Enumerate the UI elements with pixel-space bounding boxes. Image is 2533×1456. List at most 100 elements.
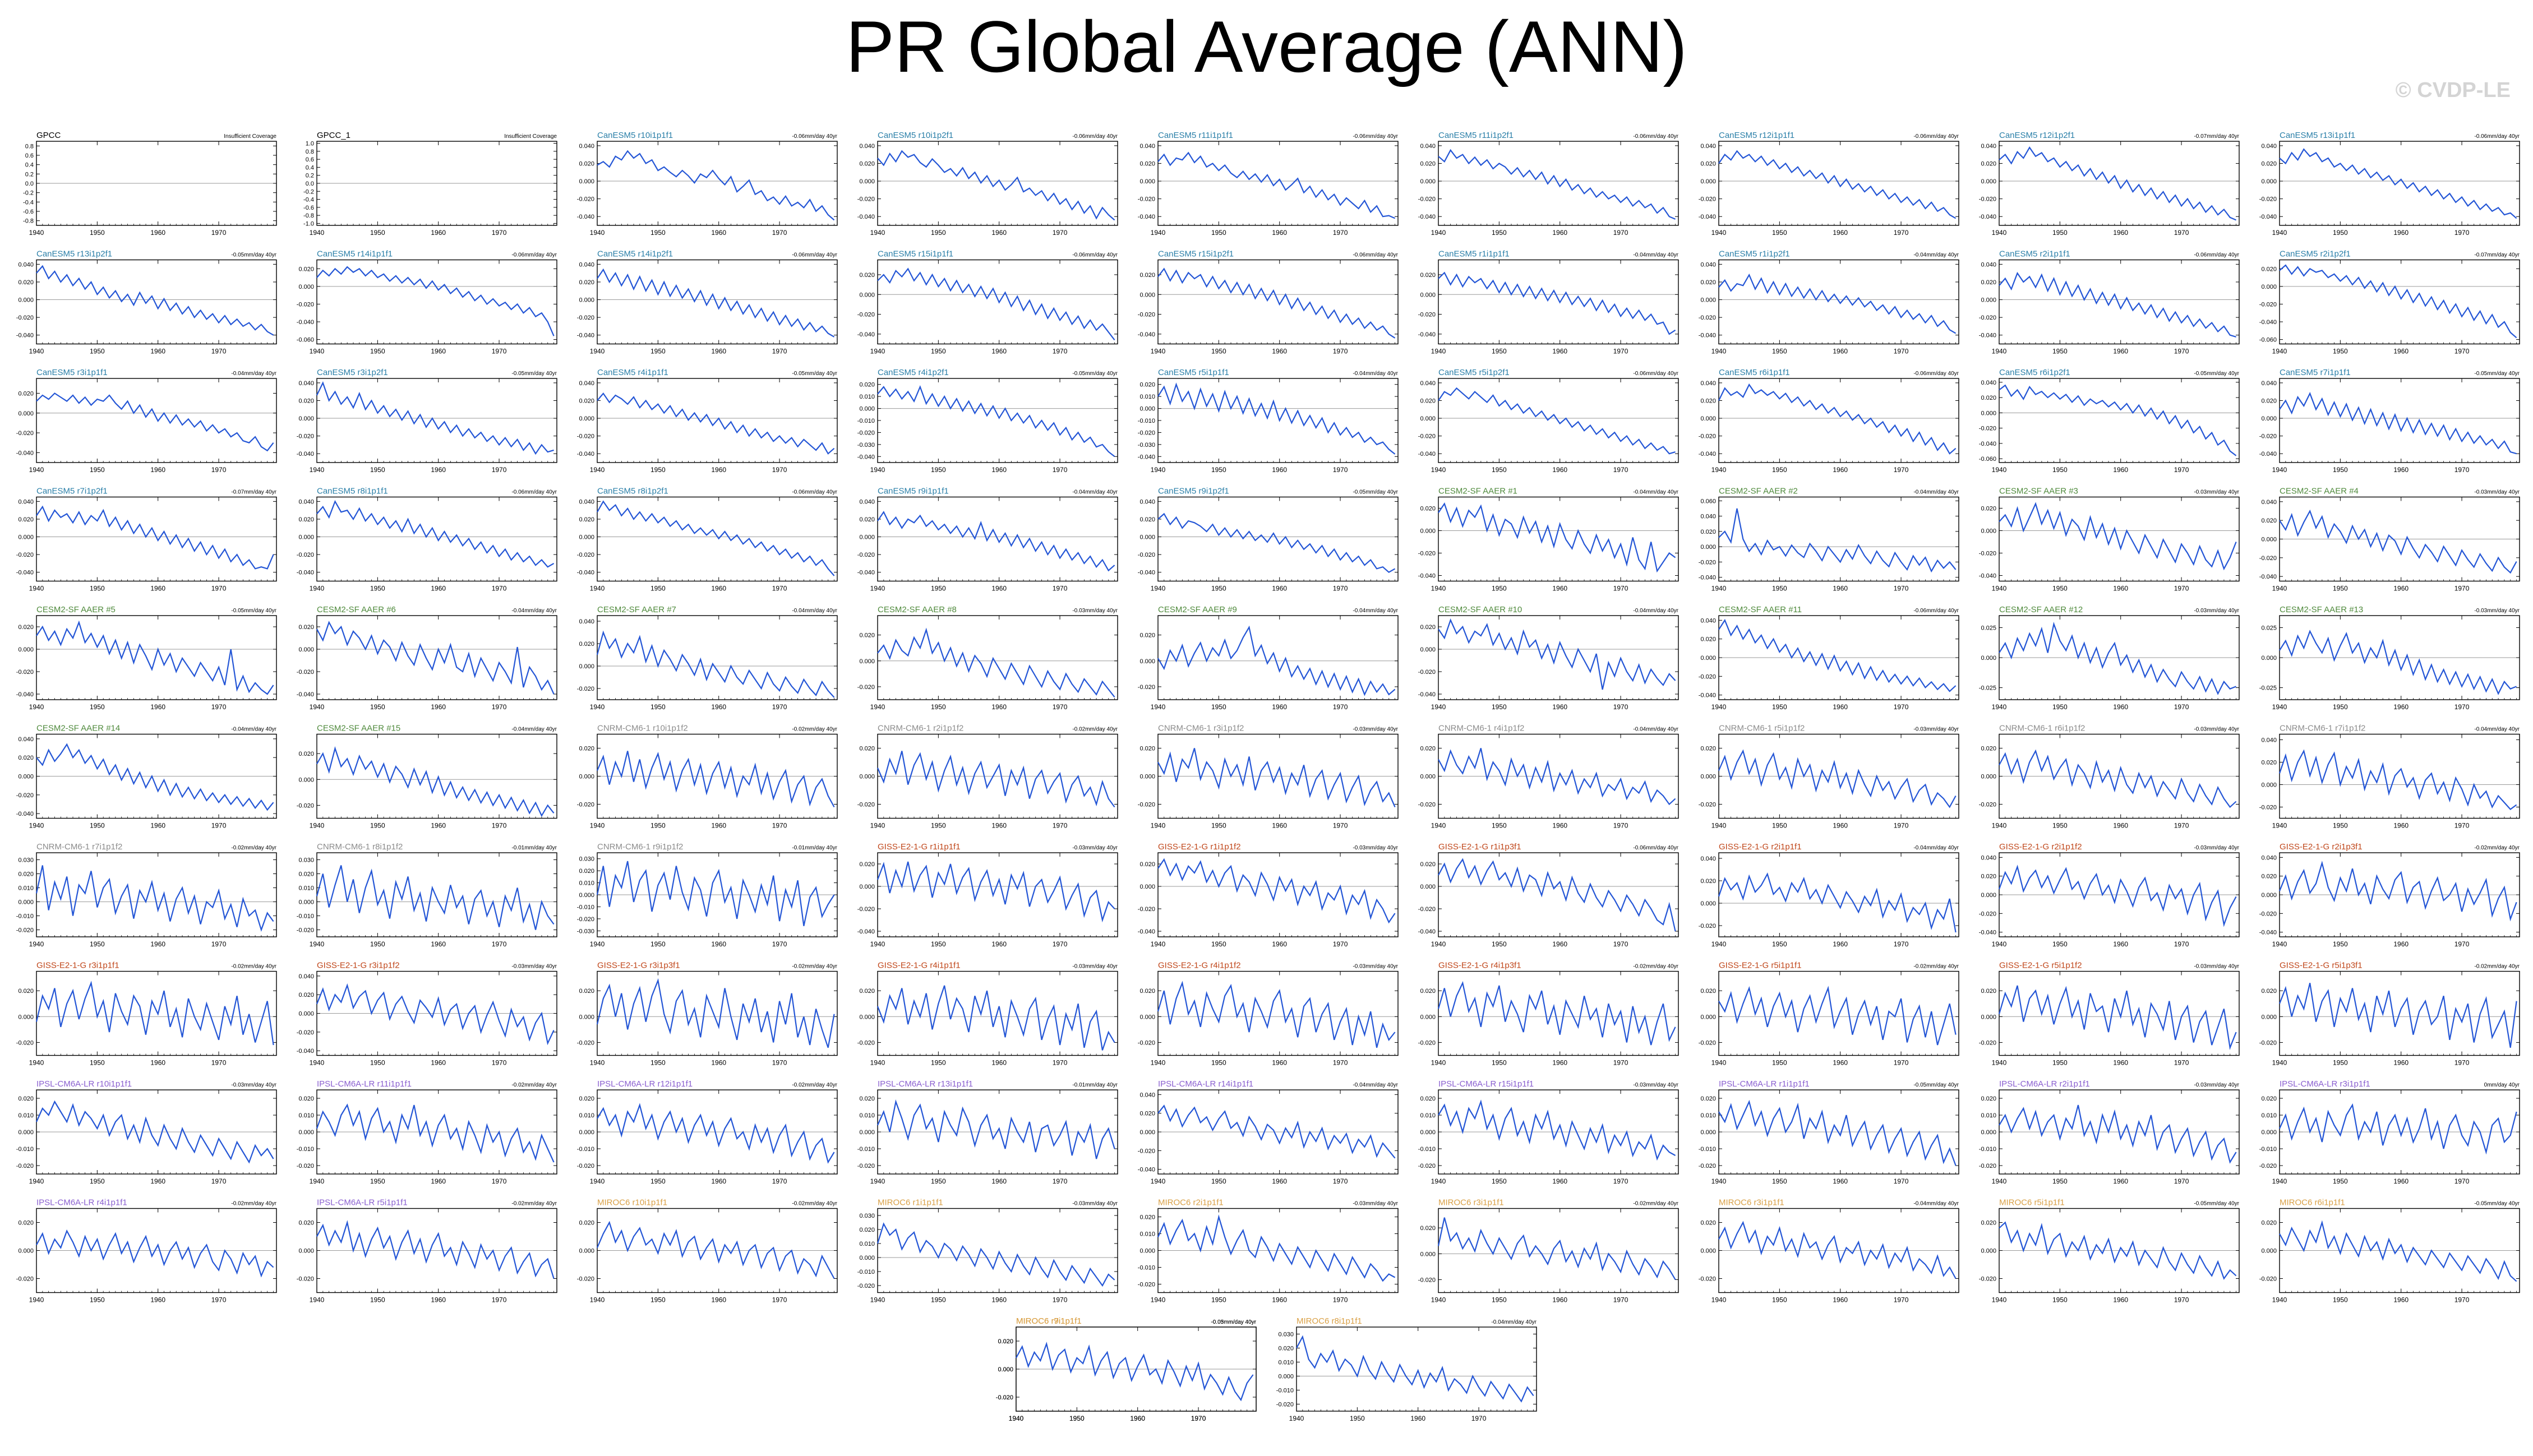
y-tick-label: 0.000 — [298, 899, 314, 906]
x-tick-label: 1960 — [1272, 585, 1287, 593]
y-tick-label: -0.020 — [1979, 910, 1996, 917]
series-line — [876, 861, 1115, 923]
panel-trend: -0.03mm/day 40yr — [1913, 727, 1959, 733]
panel-frame — [316, 615, 557, 700]
x-tick-label: 1970 — [492, 822, 507, 830]
y-tick-label: -0.040 — [1699, 332, 1716, 339]
series-line — [1999, 384, 2237, 456]
y-tick-label: -0.040 — [1418, 331, 1436, 338]
series-line — [1438, 271, 1676, 335]
y-tick-label: 0.020 — [1139, 861, 1155, 868]
y-tick-label: -0.010 — [577, 904, 594, 910]
panel: GISS-E2-1-G r2i1p3f1 -0.02mm/day 40yr 0.04… — [2259, 842, 2520, 948]
y-tick-label: 0.000 — [1981, 1014, 1996, 1020]
panel: GISS-E2-1-G r5i1p1f2 -0.03mm/day 40yr 0.02… — [1979, 961, 2240, 1067]
x-tick-label: 1970 — [492, 466, 507, 474]
panel-frame — [1438, 615, 1679, 700]
x-tick-label: 1970 — [492, 703, 507, 711]
x-tick-label: 1950 — [1772, 466, 1787, 474]
x-tick-label: 1970 — [1894, 822, 1909, 830]
y-tick-label: -0.020 — [16, 669, 34, 676]
panel: GISS-E2-1-G r1i1p3f1 -0.06mm/day 40yr 0.02… — [1418, 842, 1679, 948]
panel-title: CanESM5 r3i1p2f1 — [317, 368, 388, 377]
x-tick-label: 1940 — [310, 940, 325, 948]
panel-trend: -0.02mm/day 40yr — [1072, 727, 1118, 733]
panel: CanESM5 r1i1p1f1 -0.04mm/day 40yr 0.020 0.0… — [1418, 249, 1679, 355]
y-tick-label: -0.020 — [16, 1163, 34, 1170]
y-tick-label: 0.020 — [1420, 160, 1436, 167]
panel-title: CanESM5 r7i1p1f1 — [2280, 368, 2351, 377]
y-tick-label: -0.8 — [303, 212, 314, 219]
y-tick-label: 0.000 — [18, 774, 34, 780]
x-tick-label: 1950 — [2052, 585, 2068, 593]
x-tick-label: 1970 — [1613, 822, 1628, 830]
panel: CNRM-CM6-1 r7i1p1f2 -0.02mm/day 40yr 0.030… — [16, 842, 277, 948]
y-tick-label: 0.020 — [1139, 382, 1155, 389]
panel-trend: -0.03mm/day 40yr — [2194, 608, 2239, 614]
y-tick-label: 0.000 — [2261, 892, 2277, 899]
panel-title: CanESM5 r2i1p1f1 — [1999, 249, 2070, 259]
panel-frame — [2279, 733, 2520, 819]
panel-title: IPSL-CM6A-LR r11i1p1f1 — [317, 1079, 412, 1089]
panel: IPSL-CM6A-LR r10i1p1f1 -0.03mm/day 40yr 0.… — [16, 1079, 277, 1185]
y-tick-label: -0.020 — [577, 802, 594, 808]
series-line — [316, 500, 555, 568]
series-line — [1718, 150, 1957, 219]
y-tick-label: -0.020 — [2259, 555, 2277, 562]
y-tick-label: 0.040 — [18, 736, 34, 743]
x-tick-label: 1940 — [590, 822, 605, 830]
x-tick-label: 1940 — [1431, 703, 1446, 711]
x-tick-label: 1970 — [492, 229, 507, 237]
y-tick-label: 0.040 — [1981, 143, 1996, 150]
panel-trend: -0.03mm/day 40yr — [1353, 727, 1398, 733]
series-line — [1998, 865, 2237, 927]
y-tick-label: -0.010 — [857, 418, 875, 424]
y-tick-label: -0.040 — [297, 691, 314, 698]
series-line — [2279, 509, 2517, 574]
x-tick-label: 1970 — [1053, 703, 1068, 711]
x-tick-label: 1950 — [2333, 940, 2348, 948]
x-tick-label: 1940 — [310, 822, 325, 830]
panel-title: CanESM5 r14i1p2f1 — [597, 249, 673, 259]
y-tick-label: -0.020 — [16, 430, 34, 437]
panel-trend: -0.04mm/day 40yr — [231, 371, 276, 377]
panel-trend: -0.06mm/day 40yr — [1633, 845, 1678, 851]
y-tick-label: -0.020 — [2259, 433, 2277, 440]
panel: CanESM5 r14i1p2f1 -0.06mm/day 40yr 0.040 0.… — [577, 249, 838, 355]
panel-frame — [1157, 496, 1399, 582]
series-line — [36, 620, 274, 695]
y-tick-label: 0.040 — [579, 380, 594, 387]
y-tick-label: -0.020 — [1979, 1039, 1996, 1046]
y-tick-label: 0.030 — [579, 856, 594, 863]
panel-frame — [1157, 970, 1399, 1056]
x-tick-label: 1970 — [211, 1177, 227, 1185]
y-tick-label: -0.020 — [577, 916, 594, 923]
y-tick-label: -0.025 — [2259, 685, 2277, 692]
y-tick-label: 0.000 — [859, 292, 875, 298]
y-tick-label: 0.040 — [1981, 854, 1996, 861]
panel-trend: -0.07mm/day 40yr — [2474, 252, 2520, 258]
x-tick-label: 1950 — [650, 229, 666, 237]
panel-trend: -0.03mm/day 40yr — [231, 1082, 276, 1088]
y-tick-label: -0.020 — [297, 669, 314, 676]
series-line — [36, 743, 274, 811]
x-tick-label: 1970 — [492, 1177, 507, 1185]
series-line — [36, 505, 274, 570]
x-tick-label: 1950 — [650, 1059, 666, 1067]
y-tick-label: 0.025 — [2261, 625, 2277, 631]
y-tick-label: -0.020 — [1418, 551, 1436, 557]
y-tick-label: 0.000 — [18, 297, 34, 304]
panel-trend: Insufficient Coverage — [504, 133, 557, 140]
panel-frame — [877, 141, 1118, 226]
y-tick-label: 0.000 — [298, 776, 314, 783]
y-tick-label: 0.020 — [1139, 516, 1155, 523]
y-tick-label: -0.020 — [16, 315, 34, 321]
x-tick-label: 1950 — [1492, 348, 1507, 355]
y-tick-label: -0.060 — [297, 337, 314, 344]
y-tick-label: 0.040 — [1420, 380, 1436, 387]
panel-title: CanESM5 r15i1p1f1 — [878, 249, 953, 259]
x-tick-label: 1960 — [1552, 1059, 1567, 1067]
x-tick-label: 1940 — [870, 229, 885, 237]
x-tick-label: 1970 — [1333, 348, 1348, 355]
panel: GISS-E2-1-G r5i1p1f1 -0.02mm/day 40yr 0.02… — [1699, 961, 1959, 1067]
